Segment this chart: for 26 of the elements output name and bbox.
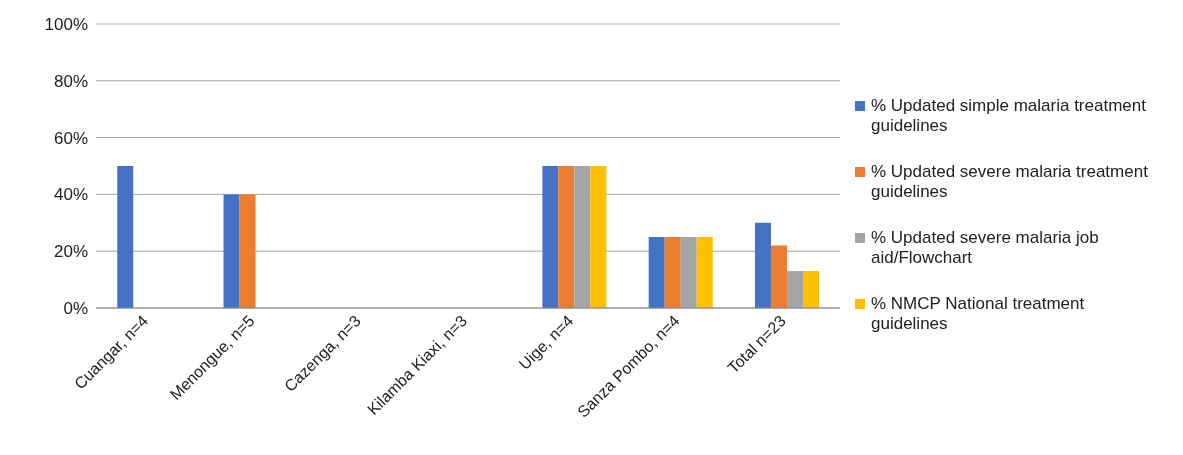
- bar: [754, 222, 771, 308]
- bar: [802, 271, 819, 308]
- legend-label: % Updated severe malaria treatment guidelines: [871, 162, 1149, 202]
- y-tick-label: 40%: [53, 185, 88, 205]
- y-tick-label: 0%: [63, 299, 88, 319]
- bar: [648, 237, 665, 308]
- legend-label: % NMCP National treatment guidelines: [871, 294, 1086, 334]
- y-tick-label: 20%: [53, 242, 88, 262]
- bar: [786, 271, 803, 308]
- legend-label: % Updated simple malaria treatment guidelines: [871, 96, 1147, 136]
- bar: [542, 166, 559, 308]
- bar: [680, 237, 697, 308]
- y-tick-label: 80%: [53, 71, 88, 91]
- bar: [117, 166, 134, 308]
- y-tick-label: 100%: [44, 15, 88, 35]
- bar: [239, 194, 256, 308]
- legend-label: % Updated severe malaria job aid/Flowchart: [871, 228, 1100, 268]
- x-tick-label: Uige, n=4: [515, 312, 577, 373]
- bar: [590, 166, 607, 308]
- bar: [696, 237, 713, 308]
- bar: [664, 237, 681, 308]
- bar: [574, 166, 591, 308]
- bar: [770, 245, 787, 308]
- bar: [223, 194, 240, 308]
- bar: [558, 166, 575, 308]
- y-tick-label: 60%: [53, 128, 88, 148]
